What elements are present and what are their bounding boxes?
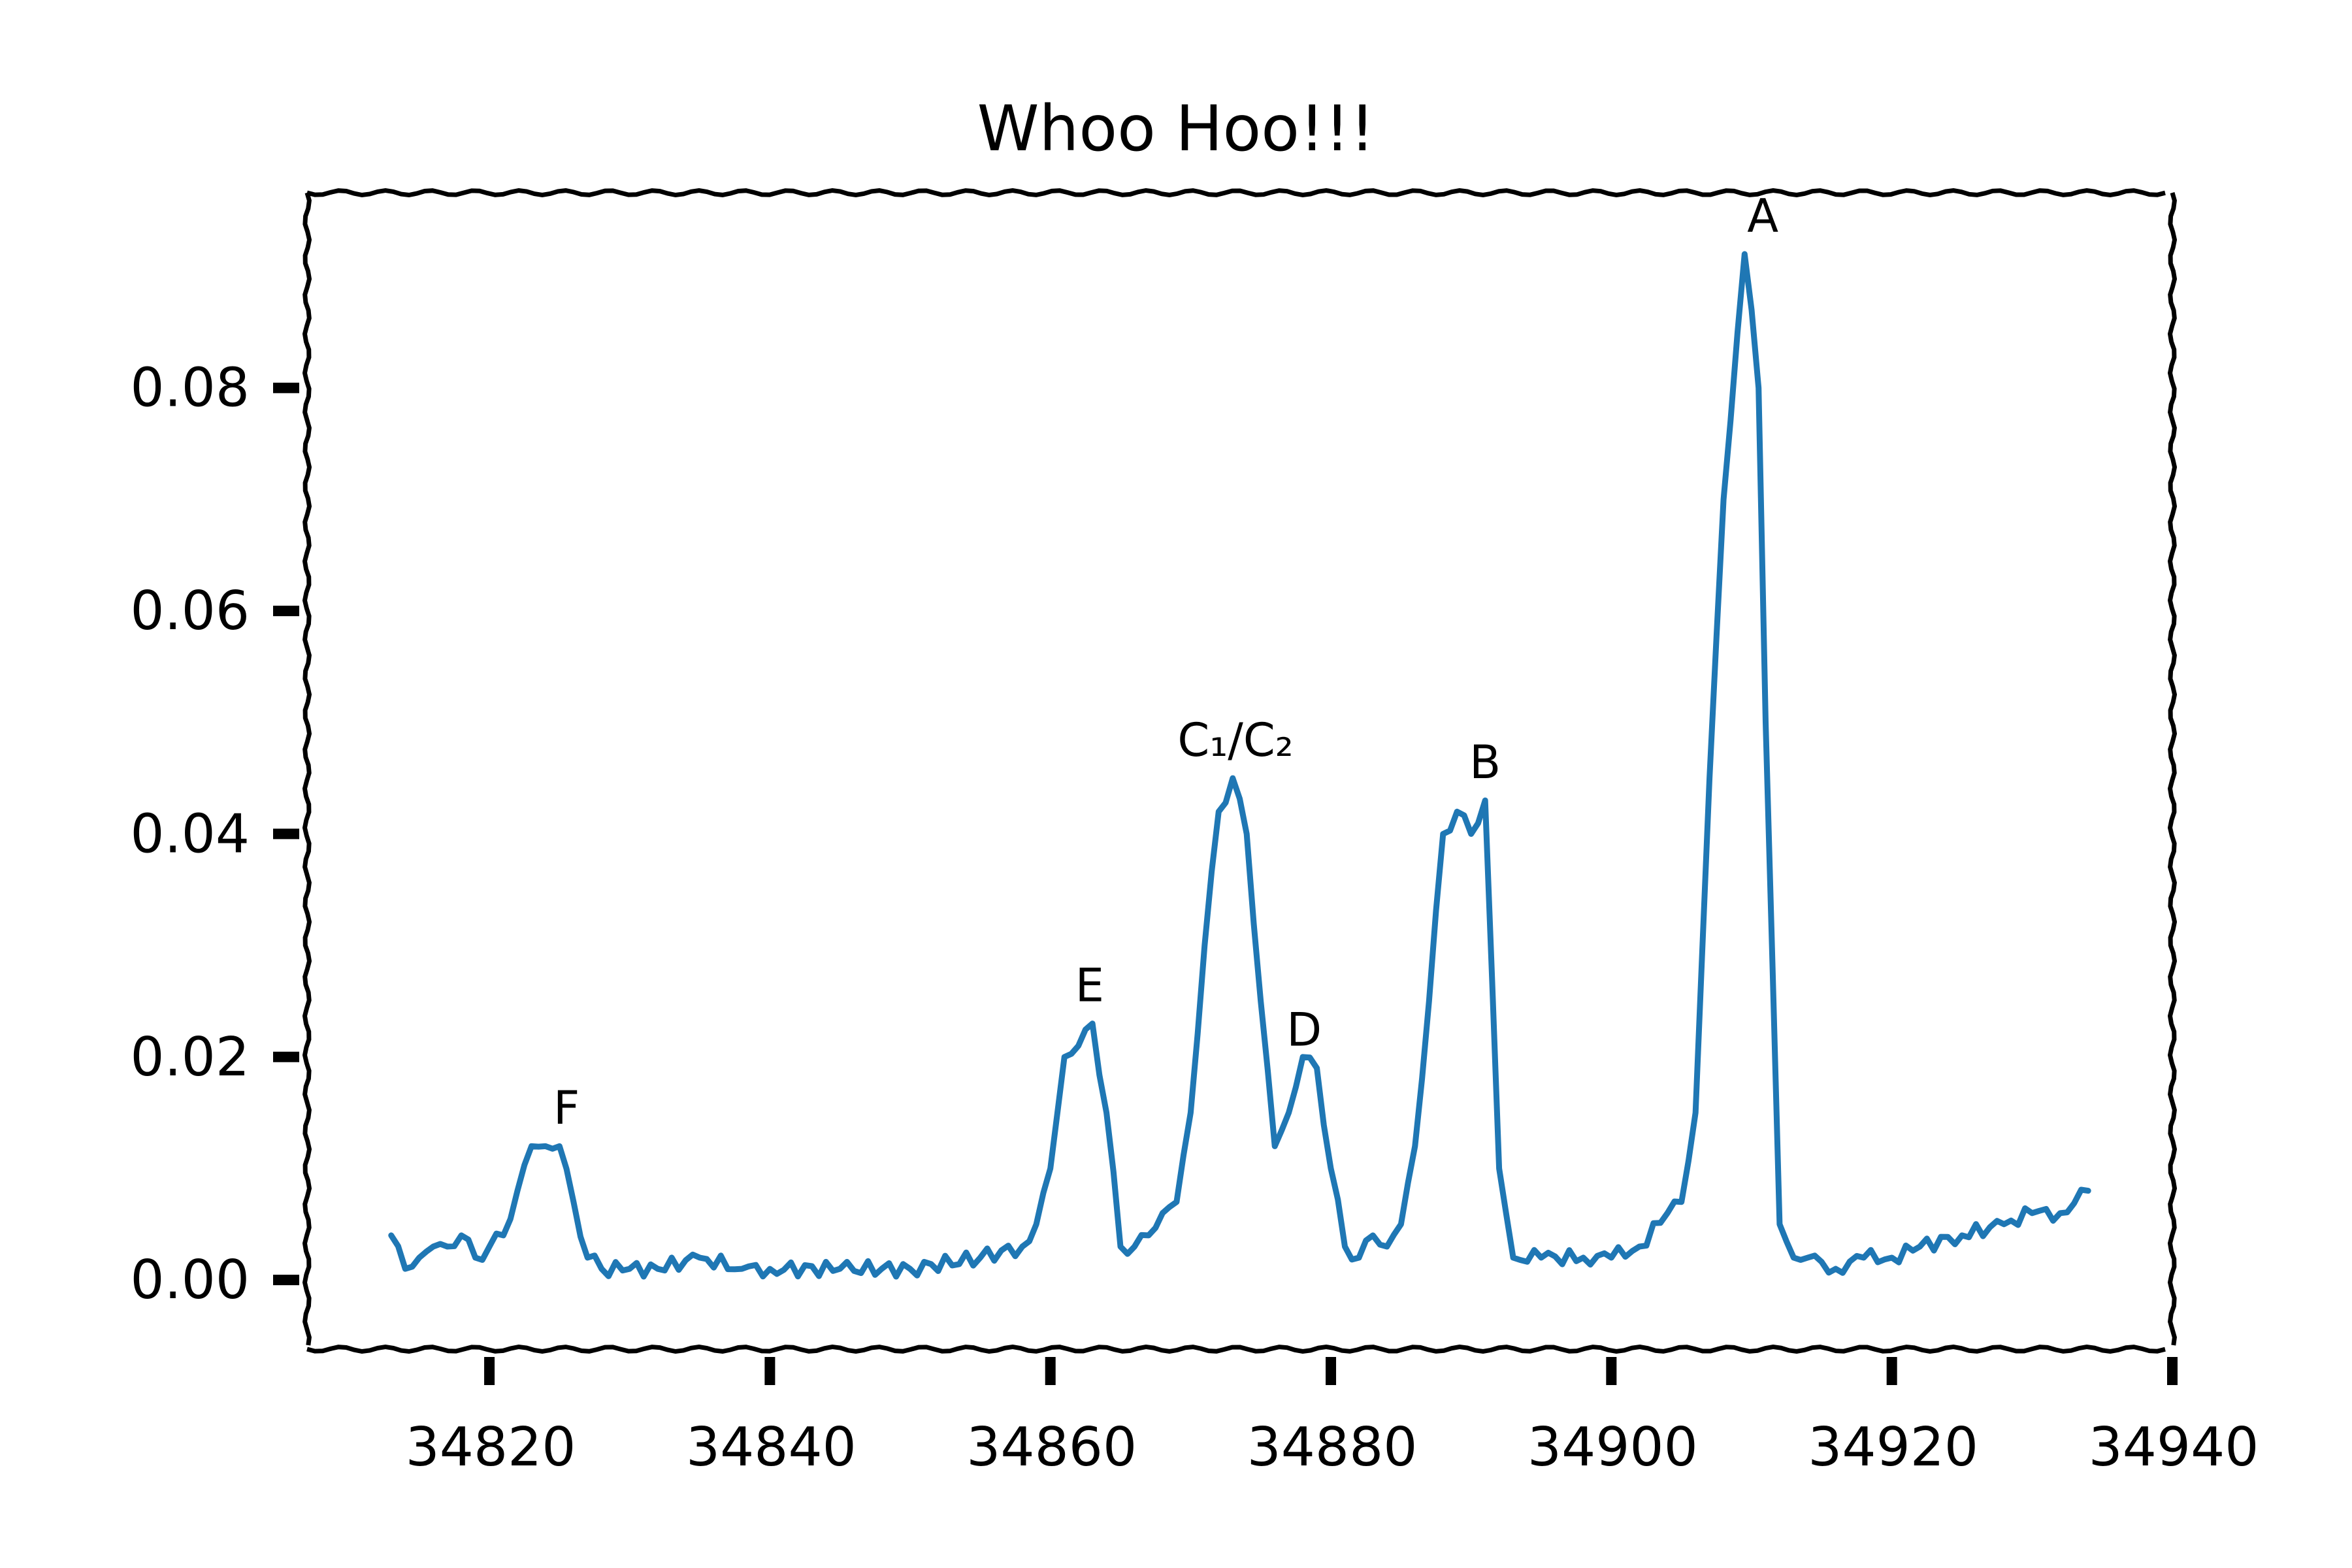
peak-annotation: F <box>553 1081 580 1135</box>
y-tick-label: 0.06 <box>130 580 250 642</box>
peak-annotation: D <box>1286 1004 1322 1057</box>
x-tick-label: 34860 <box>966 1416 1137 1478</box>
chart-title: Whoo Hoo!!! <box>977 92 1375 165</box>
y-tick-label: 0.08 <box>130 357 250 419</box>
peak-annotation: C₁/C₂ <box>1177 713 1293 767</box>
series-layer <box>388 251 2091 1280</box>
plot-frame <box>302 188 2178 1354</box>
y-tick-label: 0.02 <box>130 1026 250 1088</box>
y-tick-label: 0.00 <box>130 1249 250 1311</box>
y-tick-label: 0.04 <box>130 803 250 865</box>
series-line <box>388 251 2091 1280</box>
peak-annotation: B <box>1469 736 1501 789</box>
x-axis: 34820 34840 34860 34880 34900 34920 34940 <box>406 1357 2259 1478</box>
x-tick-label: 34920 <box>1808 1416 1978 1478</box>
x-tick-label: 34820 <box>406 1416 576 1478</box>
y-axis: 0.00 0.02 0.04 0.06 0.08 <box>130 357 299 1311</box>
annotation-layer: F E C₁/C₂ D B A <box>553 189 1778 1135</box>
x-tick-label: 34840 <box>686 1416 857 1478</box>
peak-annotation: A <box>1747 189 1778 243</box>
x-tick-label: 34880 <box>1247 1416 1418 1478</box>
x-tick-label: 34900 <box>1527 1416 1698 1478</box>
x-tick-label: 34940 <box>2089 1416 2259 1478</box>
peak-annotation: E <box>1075 958 1104 1012</box>
